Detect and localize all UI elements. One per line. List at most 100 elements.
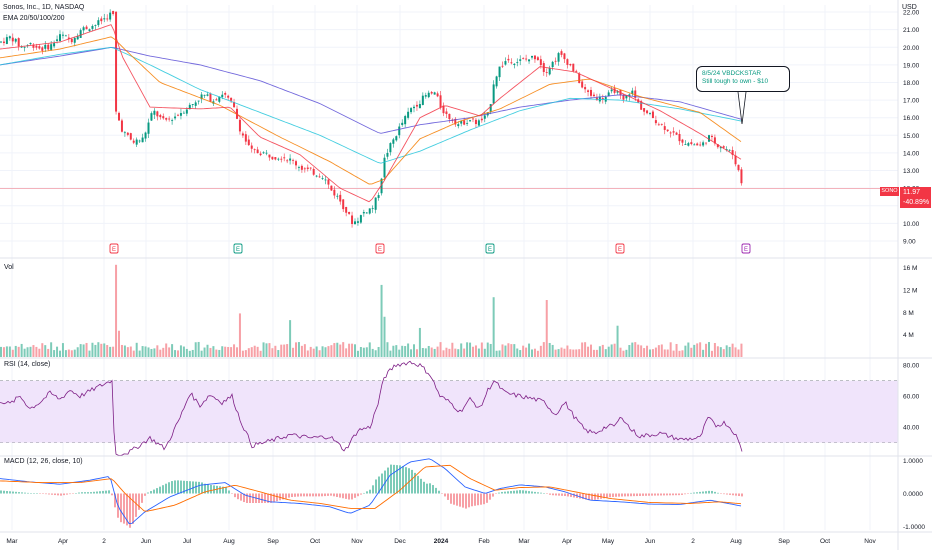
macd-histogram-bar bbox=[78, 492, 80, 494]
volume-bar bbox=[486, 342, 489, 357]
time-tick-label: Mar bbox=[6, 538, 18, 545]
volume-bar bbox=[324, 347, 327, 357]
macd-histogram-bar bbox=[516, 490, 518, 494]
macd-histogram-bar bbox=[393, 464, 395, 494]
macd-histogram-bar bbox=[690, 492, 692, 494]
candle-body bbox=[708, 135, 710, 142]
macd-histogram-bar bbox=[210, 484, 212, 494]
volume-bar bbox=[563, 348, 566, 357]
price-tick-label: 16.00 bbox=[903, 115, 920, 122]
macd-histogram-bar bbox=[432, 485, 434, 494]
time-tick-label: Sep bbox=[778, 538, 790, 545]
currency-label[interactable]: USD bbox=[902, 4, 917, 11]
candle-body bbox=[20, 46, 23, 48]
macd-histogram-bar bbox=[105, 490, 107, 494]
candle-body bbox=[200, 94, 203, 100]
macd-histogram-bar bbox=[339, 493, 341, 498]
volume-bar bbox=[507, 343, 510, 357]
ema-20-line bbox=[0, 24, 742, 203]
macd-histogram-bar bbox=[663, 493, 665, 496]
macd-histogram-bar bbox=[186, 480, 188, 494]
macd-histogram-bar bbox=[54, 493, 56, 496]
candle-body bbox=[64, 35, 67, 37]
candle-body bbox=[35, 45, 38, 48]
volume-bar bbox=[607, 346, 610, 357]
volume-bar bbox=[702, 349, 705, 357]
volume-bar bbox=[696, 343, 699, 357]
volume-bar bbox=[35, 346, 38, 357]
macd-histogram-bar bbox=[243, 493, 245, 503]
macd-histogram-bar bbox=[309, 493, 311, 497]
volume-bar bbox=[413, 344, 415, 357]
macd-histogram-bar bbox=[417, 475, 419, 494]
volume-bar bbox=[309, 346, 312, 357]
macd-histogram-bar bbox=[561, 493, 563, 496]
candle-body bbox=[386, 152, 389, 157]
candle-body bbox=[572, 63, 575, 72]
candle-body bbox=[410, 108, 413, 113]
macd-histogram-bar bbox=[69, 493, 71, 495]
volume-bar bbox=[590, 344, 592, 357]
macd-histogram-bar bbox=[6, 491, 8, 494]
candle-body bbox=[11, 37, 14, 42]
volume-bar bbox=[330, 345, 333, 357]
volume-bar bbox=[318, 350, 321, 357]
annotation-callout[interactable]: 8/5/24 VBDCKSTAR Still tough to own - $1… bbox=[696, 66, 790, 92]
volume-bar bbox=[415, 349, 418, 357]
macd-histogram-bar bbox=[411, 469, 413, 494]
candle-body bbox=[132, 140, 135, 143]
volume-bar bbox=[731, 343, 734, 357]
macd-histogram-bar bbox=[24, 492, 26, 494]
volume-bar bbox=[138, 350, 141, 357]
volume-bar bbox=[118, 330, 120, 357]
macd-histogram-bar bbox=[408, 468, 410, 494]
volume-bar bbox=[445, 347, 448, 357]
candle-body bbox=[2, 41, 5, 44]
macd-histogram-bar bbox=[534, 491, 536, 494]
volume-bar bbox=[637, 344, 640, 357]
macd-histogram-bar bbox=[261, 493, 263, 503]
vol-panel-label: Vol bbox=[4, 264, 14, 271]
volume-bar bbox=[516, 348, 519, 357]
candle-body bbox=[551, 61, 554, 68]
macd-histogram-bar bbox=[300, 493, 302, 497]
macd-tick-label: 1.0000 bbox=[903, 458, 923, 465]
price-tick-label: 9.00 bbox=[903, 238, 916, 245]
macd-histogram-bar bbox=[672, 493, 674, 496]
candle-body bbox=[463, 120, 466, 125]
candle-body bbox=[507, 58, 510, 61]
macd-histogram-bar bbox=[270, 493, 272, 503]
volume-bar bbox=[106, 345, 109, 357]
volume-bar bbox=[218, 349, 221, 357]
volume-bar bbox=[634, 342, 637, 357]
macd-histogram-bar bbox=[546, 493, 548, 494]
volume-bar bbox=[38, 348, 41, 357]
macd-histogram-bar bbox=[738, 493, 740, 497]
candle-body bbox=[368, 208, 371, 214]
volume-bar bbox=[466, 342, 469, 357]
volume-bar bbox=[359, 347, 362, 357]
volume-bar bbox=[657, 345, 660, 357]
volume-bar bbox=[70, 350, 73, 357]
candle-body bbox=[622, 94, 625, 100]
macd-histogram-bar bbox=[564, 493, 566, 497]
candle-body bbox=[129, 133, 132, 140]
macd-histogram-bar bbox=[222, 486, 224, 494]
volume-bar bbox=[103, 343, 106, 357]
candle-body bbox=[29, 42, 32, 44]
candle-body bbox=[610, 89, 613, 92]
macd-histogram-bar bbox=[330, 493, 332, 496]
candle-body bbox=[525, 58, 528, 60]
volume-bar bbox=[292, 347, 295, 357]
macd-histogram-bar bbox=[675, 493, 677, 496]
volume-bar bbox=[584, 342, 587, 357]
candle-body bbox=[657, 124, 660, 126]
candle-body bbox=[472, 118, 474, 120]
macd-histogram-bar bbox=[234, 493, 236, 498]
time-tick-label: Jun bbox=[141, 538, 152, 545]
candle-body bbox=[312, 168, 315, 175]
candle-body bbox=[300, 165, 303, 170]
time-tick-label: Jul bbox=[183, 538, 192, 545]
macd-histogram-bar bbox=[585, 493, 587, 500]
